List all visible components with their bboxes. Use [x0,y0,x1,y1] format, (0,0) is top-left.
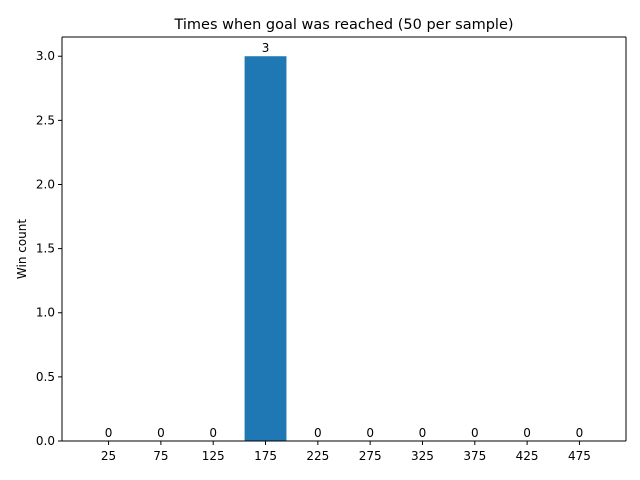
x-tick-label: 75 [153,449,168,463]
y-tick-label: 1.0 [36,306,55,320]
y-tick-label: 2.5 [36,113,55,127]
y-axis-label: Win count [15,219,29,280]
data-label: 0 [523,426,531,440]
x-tick-label: 225 [306,449,329,463]
x-tick-label: 175 [254,449,277,463]
data-label: 0 [471,426,479,440]
x-tick-label: 325 [411,449,434,463]
chart-title: Times when goal was reached (50 per samp… [173,17,513,33]
y-tick-label: 0.0 [36,434,55,448]
data-label: 0 [576,426,584,440]
bar [244,56,287,441]
y-tick-label: 0.5 [36,370,55,384]
x-tick-label: 25 [101,449,116,463]
data-label: 3 [262,41,270,55]
x-tick-label: 425 [516,449,539,463]
data-label: 0 [157,426,165,440]
x-tick-label: 275 [359,449,382,463]
x-tick-label: 125 [202,449,225,463]
x-tick-label: 475 [568,449,591,463]
data-label: 0 [105,426,113,440]
x-tick-label: 375 [463,449,486,463]
data-label: 0 [314,426,322,440]
y-tick-label: 3.0 [36,49,55,63]
y-tick-label: 1.5 [36,242,55,256]
plot-area: 0 0 0 3 0 0 0 0 0 0 0.0 0.5 1.0 1.5 2.0 2.5 3.0 25 75 125 17… [36,36,627,463]
data-label: 0 [366,426,374,440]
data-label: 0 [419,426,427,440]
y-tick-label: 2.0 [36,177,55,191]
data-label: 0 [209,426,217,440]
